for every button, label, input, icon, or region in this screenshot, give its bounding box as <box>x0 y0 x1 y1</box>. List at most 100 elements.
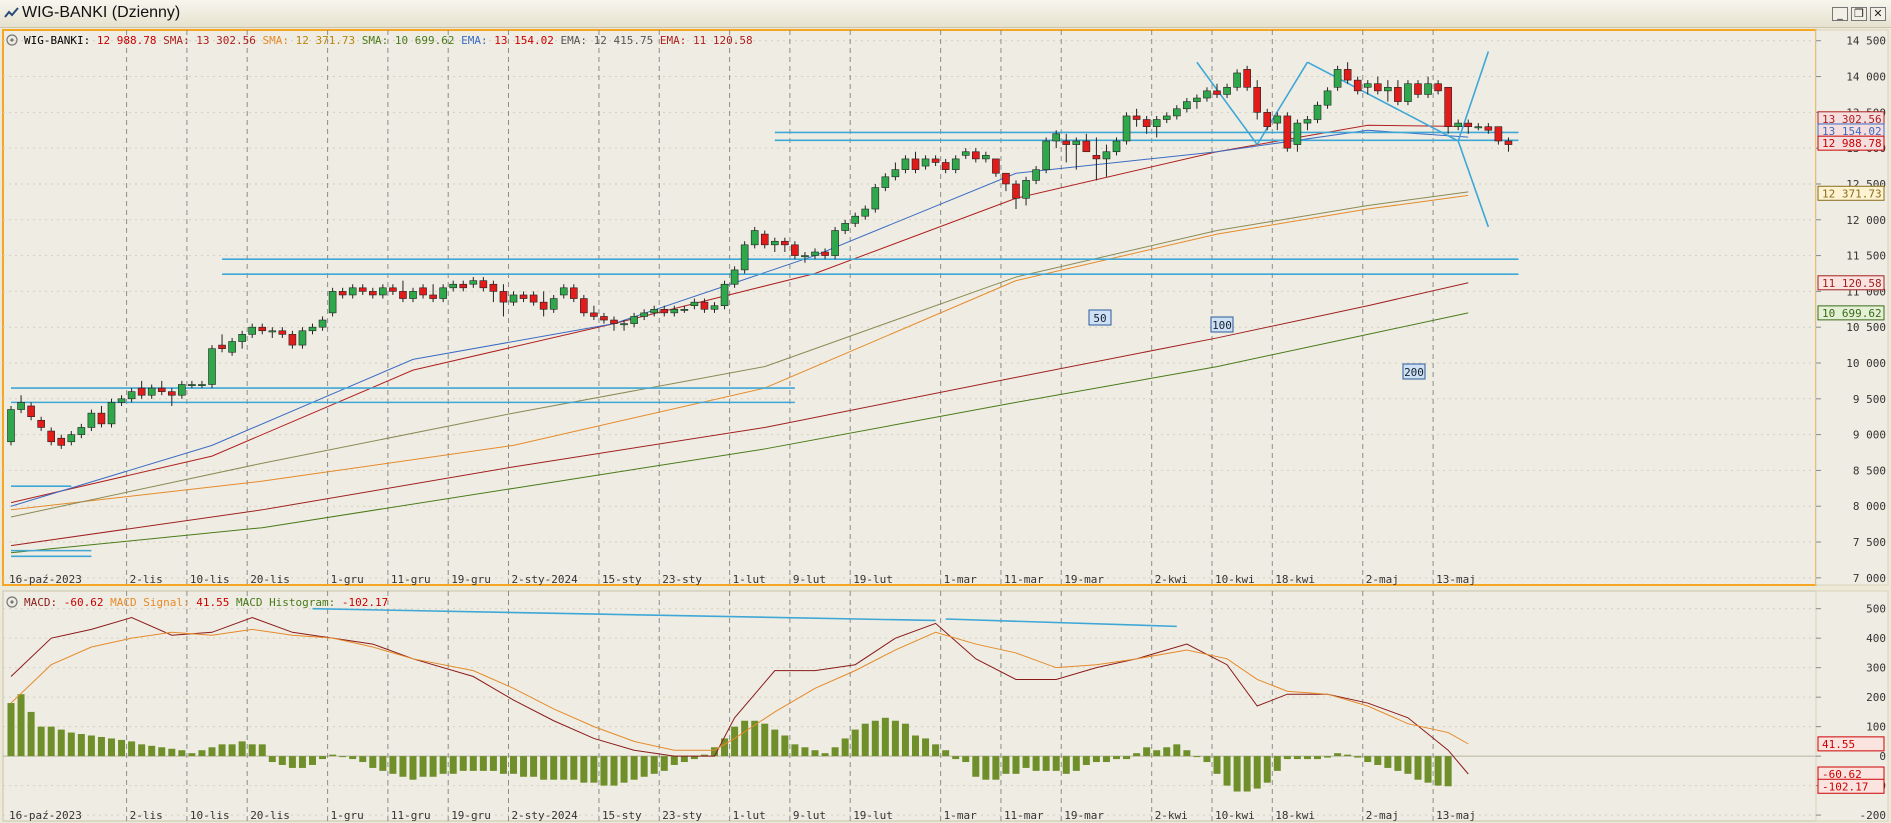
histogram-bar <box>721 738 729 757</box>
candle <box>1213 83 1221 99</box>
ma-badge-box <box>1402 363 1426 380</box>
histogram-bar <box>158 747 166 757</box>
histogram-bar <box>138 744 146 757</box>
candle <box>781 237 789 252</box>
histogram-bar <box>1273 756 1281 771</box>
candle-down <box>971 151 980 160</box>
histogram-bar <box>791 744 799 757</box>
candle <box>1464 119 1473 134</box>
histogram-bar <box>218 744 226 757</box>
candle-up <box>178 384 186 396</box>
candle <box>1363 80 1372 95</box>
histogram-bar <box>27 711 35 757</box>
candle <box>690 298 699 310</box>
legend-item: SMA: <box>156 34 189 47</box>
histogram-bar <box>680 756 688 763</box>
x-axis-label: 10-kwi <box>1215 809 1255 822</box>
candle-down <box>429 294 437 299</box>
candle <box>7 405 15 446</box>
candle-down <box>218 344 226 349</box>
histogram-bar <box>1394 756 1402 771</box>
window-titlebar: WIG-BANKI (Dzienny) _ ❐ ✕ <box>0 0 1891 28</box>
value-tag-label: 13 154.02 <box>1822 125 1882 138</box>
candle <box>831 226 839 260</box>
candle <box>600 312 608 324</box>
value-tag: 12 988.78 <box>1817 135 1885 151</box>
macd-axis-label: 200 <box>1866 691 1886 704</box>
candle-up <box>901 158 910 170</box>
candle-up <box>921 158 930 167</box>
x-axis-label: 16-paź-2023 <box>9 573 82 586</box>
macd-line <box>10 617 1469 775</box>
price-axis-label: 8 500 <box>1853 464 1886 477</box>
candle <box>288 330 297 349</box>
candle <box>218 334 226 353</box>
price-grid <box>3 30 1816 585</box>
candle <box>459 280 468 292</box>
candle <box>419 284 427 299</box>
candle <box>87 409 96 432</box>
restore-icon[interactable]: ❐ <box>1851 7 1867 21</box>
candle <box>1454 119 1462 131</box>
histogram-bar <box>1113 756 1120 760</box>
candle <box>1494 126 1503 145</box>
ma-period-badge: 100 <box>1210 316 1234 333</box>
candle-up <box>620 323 628 326</box>
candle <box>298 327 307 349</box>
candle <box>1343 62 1352 84</box>
histogram-bar <box>1173 744 1181 757</box>
candle <box>1052 130 1060 149</box>
candle-down <box>1504 140 1513 145</box>
candle-up <box>1122 115 1131 142</box>
legend-item: 13 302.56 <box>190 34 256 47</box>
panel-options-icon[interactable] <box>6 34 18 46</box>
value-tag-label: 11 120.58 <box>1822 277 1882 290</box>
candle <box>328 287 337 317</box>
candle <box>188 380 196 389</box>
candle <box>278 327 287 338</box>
candle <box>117 395 126 406</box>
candle <box>17 395 25 414</box>
macd-trend-lines[interactable] <box>312 607 1177 628</box>
histogram-bar <box>1062 756 1070 774</box>
candle <box>841 219 849 235</box>
value-tag: -102.17 <box>1817 778 1885 794</box>
candle-up <box>1233 72 1241 88</box>
candle-down <box>1012 183 1020 199</box>
candle-up <box>268 330 277 333</box>
price-trend-lines[interactable] <box>11 51 1519 558</box>
candle <box>961 148 970 159</box>
x-axis-label: 1-gru <box>331 573 364 586</box>
histogram-bar <box>57 729 65 757</box>
histogram-bar <box>369 756 377 768</box>
candle <box>67 431 76 446</box>
x-axis-label: 11-gru <box>391 573 431 586</box>
candle <box>1303 115 1312 131</box>
histogram-bar <box>520 756 528 777</box>
candle <box>931 155 940 167</box>
macd-options-icon[interactable] <box>6 596 18 608</box>
candle <box>97 405 106 428</box>
x-axis-label: 23-sty <box>662 573 702 586</box>
candle-down <box>600 316 608 321</box>
candle-up <box>107 402 116 425</box>
price-axis-label: 10 500 <box>1846 321 1886 334</box>
candle-down <box>1092 155 1101 160</box>
candle-up <box>117 398 126 403</box>
close-icon[interactable]: ✕ <box>1870 7 1886 21</box>
candle-down <box>569 287 578 299</box>
histogram-bar <box>1444 756 1452 787</box>
candle-up <box>861 208 870 217</box>
candle <box>429 284 437 303</box>
price-axis-label: 14 000 <box>1846 71 1886 84</box>
candle-down <box>1082 140 1091 153</box>
histogram-bar <box>912 735 919 757</box>
candle-up <box>348 287 357 296</box>
minimize-icon[interactable]: _ <box>1832 7 1848 21</box>
macd-lines <box>10 617 1469 775</box>
ma-badges: 50 100 200 <box>1088 309 1426 380</box>
trend-line <box>1256 61 1309 145</box>
histogram-bar <box>751 720 759 757</box>
macd-axis-label: 300 <box>1866 662 1886 675</box>
candle <box>760 230 769 249</box>
